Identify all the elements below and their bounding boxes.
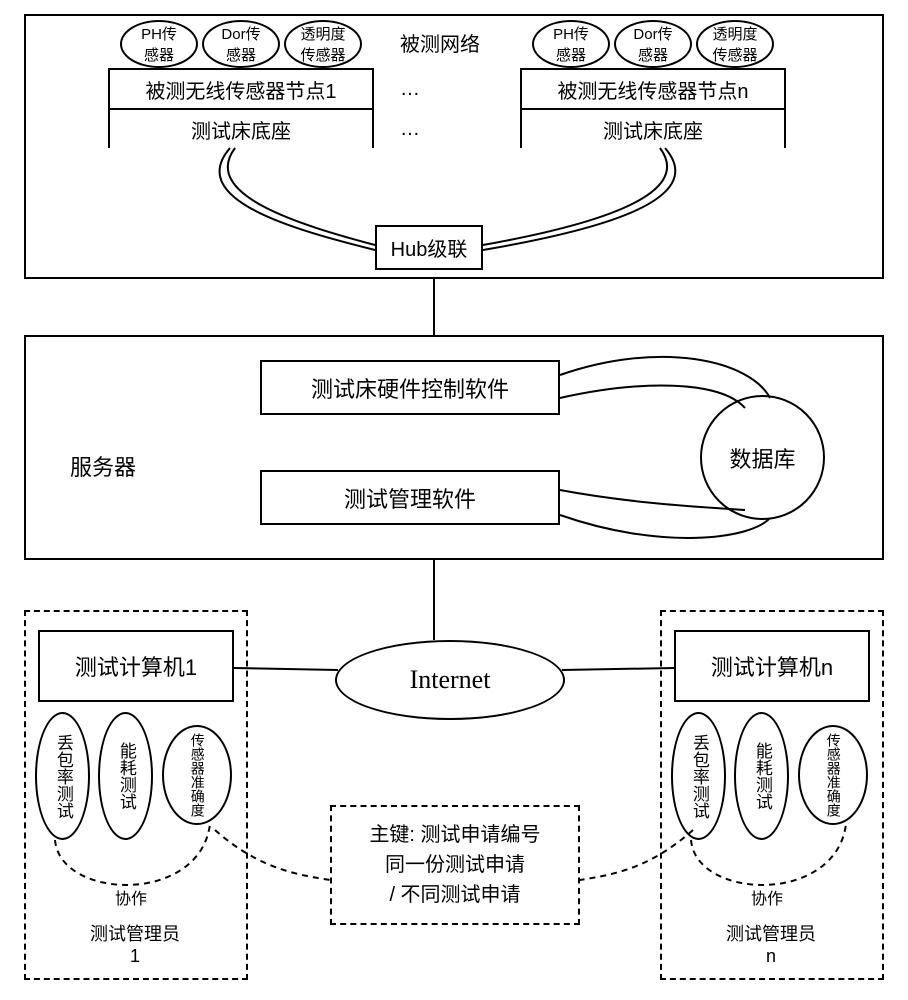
test-accuracy-n-label: 传感器准确度 bbox=[825, 733, 840, 817]
base-left: 测试床底座 bbox=[110, 110, 372, 148]
mgmt-box: 测试管理软件 bbox=[260, 470, 560, 525]
noden-label: 被测无线传感器节点n bbox=[522, 70, 784, 110]
sensor-ph-right: PH传 感器 bbox=[532, 20, 610, 68]
internet-node: Internet bbox=[335, 640, 565, 720]
node-group-right: 被测无线传感器节点n 测试床底座 bbox=[520, 68, 786, 148]
test-pktloss-1: 丢包率测试 bbox=[35, 712, 90, 840]
hub-box: Hub级联 bbox=[375, 225, 483, 270]
hw-box: 测试床硬件控制软件 bbox=[260, 360, 560, 415]
test-pktloss-n: 丢包率测试 bbox=[671, 712, 726, 840]
coop-n: 协作 bbox=[751, 885, 783, 909]
sensor-trans-right: 透明度 传感器 bbox=[696, 20, 774, 68]
test-pktloss-1-label: 丢包率测试 bbox=[53, 734, 72, 819]
test-energy-n: 能耗测试 bbox=[734, 712, 789, 840]
node-group-left: 被测无线传感器节点1 测试床底座 bbox=[108, 68, 374, 148]
sensor-trans-left: 透明度 传感器 bbox=[284, 20, 362, 68]
test-accuracy-1: 传感器准确度 bbox=[162, 725, 232, 825]
admin-n: 测试管理员 n bbox=[716, 920, 826, 967]
sensor-dor-left: Dor传 感器 bbox=[202, 20, 280, 68]
server-label: 服务器 bbox=[70, 450, 136, 482]
test-energy-1-label: 能耗测试 bbox=[116, 742, 135, 810]
sensor-ph-left: PH传 感器 bbox=[120, 20, 198, 68]
test-pktloss-n-label: 丢包率测试 bbox=[689, 734, 708, 819]
coop-1: 协作 bbox=[115, 885, 147, 909]
sensor-dor-right: Dor传 感器 bbox=[614, 20, 692, 68]
network-title: 被测网络 bbox=[400, 28, 480, 57]
admin-1: 测试管理员 1 bbox=[80, 920, 190, 967]
test-energy-n-label: 能耗测试 bbox=[752, 742, 771, 810]
computer-1: 测试计算机1 bbox=[38, 630, 234, 702]
test-energy-1: 能耗测试 bbox=[98, 712, 153, 840]
dots-bottom: … bbox=[400, 118, 420, 141]
test-accuracy-1-label: 传感器准确度 bbox=[189, 733, 204, 817]
base-right: 测试床底座 bbox=[522, 110, 784, 148]
dots-top: … bbox=[400, 78, 420, 101]
test-accuracy-n: 传感器准确度 bbox=[798, 725, 868, 825]
db-circle: 数据库 bbox=[700, 395, 825, 520]
key-box: 主键: 测试申请编号 同一份测试申请 / 不同测试申请 bbox=[330, 805, 580, 925]
node1-label: 被测无线传感器节点1 bbox=[110, 70, 372, 110]
computer-n: 测试计算机n bbox=[674, 630, 870, 702]
